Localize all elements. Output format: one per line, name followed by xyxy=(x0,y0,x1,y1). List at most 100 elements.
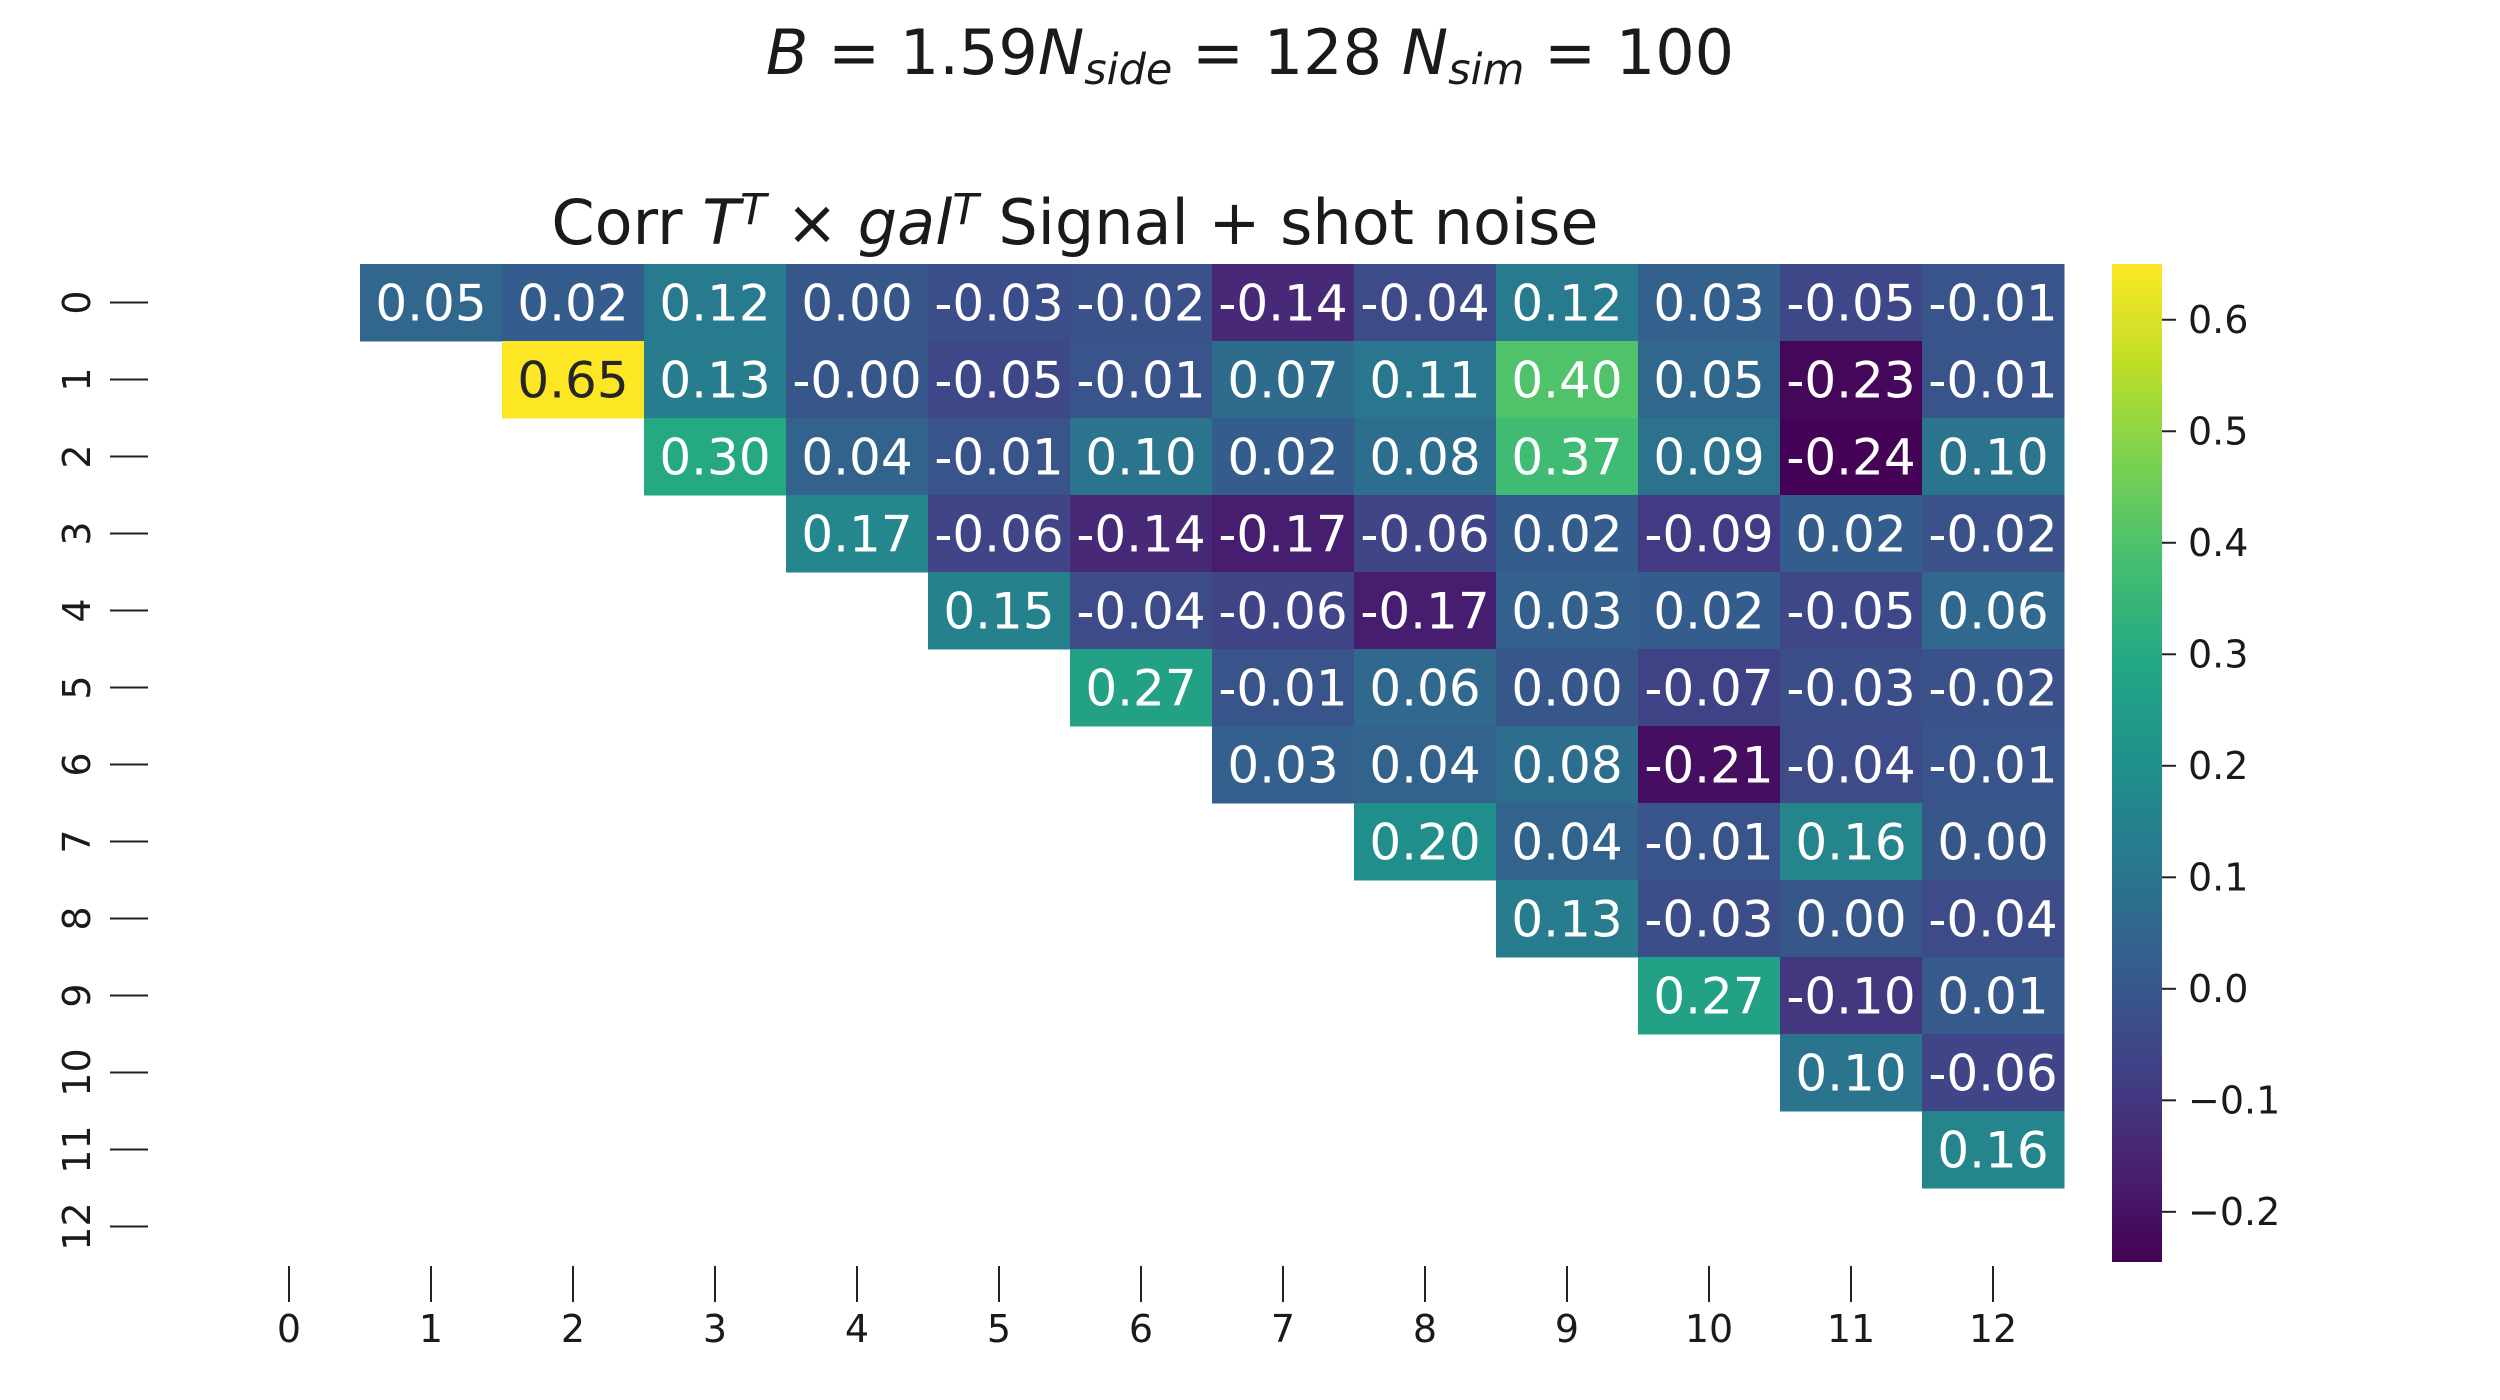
heatmap-cell-label: 0.06 xyxy=(1937,583,2048,641)
heatmap-cell-label: -0.01 xyxy=(1928,275,2057,333)
title-part: Signal + shot noise xyxy=(979,186,1599,259)
heatmap-cell xyxy=(1922,341,2065,419)
heatmap-cell-label: -0.14 xyxy=(1076,506,1205,564)
x-tick-label: 10 xyxy=(1685,1307,1733,1351)
y-tick-label: 6 xyxy=(55,752,99,776)
heatmap-cell-label: 0.37 xyxy=(1511,429,1622,487)
heatmap-cell-label: 0.00 xyxy=(1937,814,2048,872)
heatmap-cell-label: 0.08 xyxy=(1511,737,1622,795)
heatmap-cell xyxy=(928,341,1071,419)
title-part: B xyxy=(766,16,809,89)
y-tick-label: 8 xyxy=(55,906,99,930)
heatmap-cell-label: -0.05 xyxy=(1786,583,1915,641)
heatmap-cell xyxy=(1780,418,1923,496)
heatmap-cell xyxy=(1780,264,1923,342)
heatmap-cell-label: 0.03 xyxy=(1227,737,1338,795)
colorbar-tick-label: 0.3 xyxy=(2188,632,2248,676)
axes-title: Corr TT × galT Signal + shot noise xyxy=(551,185,1598,259)
heatmap-cell xyxy=(1638,726,1781,804)
heatmap-cell xyxy=(786,495,929,573)
heatmap-cell-label: 0.02 xyxy=(1653,583,1764,641)
x-tick-label: 6 xyxy=(1129,1307,1153,1351)
heatmap-cell xyxy=(928,495,1071,573)
y-tick-label: 7 xyxy=(55,829,99,853)
colorbar-tick-label: −0.2 xyxy=(2188,1190,2280,1234)
heatmap-cell-label: 0.00 xyxy=(801,275,912,333)
heatmap-cell-label: -0.03 xyxy=(1786,660,1915,718)
heatmap-cell-label: -0.04 xyxy=(1786,737,1915,795)
heatmap-cell xyxy=(1780,572,1923,650)
heatmap-cell xyxy=(1354,572,1497,650)
heatmap-cell-label: 0.15 xyxy=(943,583,1054,641)
heatmap-cell-label: 0.04 xyxy=(1511,814,1622,872)
heatmap-cell-label: 0.30 xyxy=(659,429,770,487)
heatmap-cell-label: -0.01 xyxy=(1928,352,2057,410)
heatmap-cells xyxy=(360,264,2065,1189)
heatmap-cell xyxy=(1354,418,1497,496)
heatmap-cell xyxy=(1212,418,1355,496)
heatmap-cell xyxy=(1496,572,1639,650)
y-tick-label: 11 xyxy=(55,1125,99,1173)
heatmap-cell-label: -0.09 xyxy=(1644,506,1773,564)
y-tick-label: 1 xyxy=(55,367,99,391)
colorbar-tick-label: 0.6 xyxy=(2188,298,2248,342)
heatmap-cell-label: -0.02 xyxy=(1928,660,2057,718)
heatmap-cell-label: -0.01 xyxy=(1218,660,1347,718)
heatmap-cell-labels: 0.05 0.02 0.12 0.00 -0.03 -0.02 -0.14 -0.04 0.12… xyxy=(375,275,2057,1180)
heatmap-cell xyxy=(1496,649,1639,727)
heatmap-cell-label: 0.16 xyxy=(1795,814,1906,872)
heatmap-cell-label: 0.00 xyxy=(1795,891,1906,949)
colorbar-tick-label: 0.0 xyxy=(2188,967,2248,1011)
heatmap-cell xyxy=(1070,341,1213,419)
x-tick-label: 5 xyxy=(987,1307,1011,1351)
figure-suptitle: B = 1.59Nside = 128 Nsim = 100 xyxy=(766,16,1734,95)
heatmap-cell-label: 0.65 xyxy=(517,352,628,410)
title-part: sim xyxy=(1448,45,1524,95)
title-part: gal xyxy=(858,186,953,259)
heatmap-cell-label: 0.07 xyxy=(1227,352,1338,410)
heatmap-cell xyxy=(1212,264,1355,342)
heatmap-cell xyxy=(644,341,787,419)
y-tick-label: 2 xyxy=(55,444,99,468)
heatmap-cell-label: -0.06 xyxy=(1360,506,1489,564)
heatmap-cell xyxy=(1354,726,1497,804)
heatmap-cell xyxy=(1922,264,2065,342)
x-tick-label: 12 xyxy=(1969,1307,2017,1351)
colorbar: 0.6 0.5 0.4 0.3 0.2 0.1 0.0 −0.1 −0.2 xyxy=(2112,264,2280,1262)
heatmap-cell-label: -0.02 xyxy=(1076,275,1205,333)
heatmap-cell-label: 0.10 xyxy=(1085,429,1196,487)
heatmap-cell xyxy=(1496,495,1639,573)
heatmap-cell-label: 0.16 xyxy=(1937,1122,2048,1180)
heatmap-cell-label: 0.04 xyxy=(801,429,912,487)
heatmap-cell xyxy=(1922,418,2065,496)
heatmap-cell xyxy=(1212,495,1355,573)
title-part: × xyxy=(766,186,857,259)
heatmap-cell xyxy=(1922,957,2065,1035)
heatmap-cell xyxy=(1922,1111,2065,1189)
y-tick-label: 0 xyxy=(55,290,99,314)
colorbar-gradient xyxy=(2112,264,2162,1262)
heatmap-cell-label: -0.21 xyxy=(1644,737,1773,795)
heatmap-cell xyxy=(1354,264,1497,342)
heatmap-cell-label: 0.02 xyxy=(1227,429,1338,487)
heatmap-cell xyxy=(1638,418,1781,496)
x-tick-label: 0 xyxy=(277,1307,301,1351)
x-tick-label: 2 xyxy=(561,1307,585,1351)
heatmap-cell-label: 0.12 xyxy=(659,275,770,333)
x-tick-label: 3 xyxy=(703,1307,727,1351)
heatmap-cell xyxy=(1070,572,1213,650)
heatmap-cell xyxy=(1780,880,1923,958)
y-tick-label: 3 xyxy=(55,521,99,545)
heatmap-cell xyxy=(1780,803,1923,881)
heatmap-cell-label: -0.01 xyxy=(1928,737,2057,795)
heatmap-cell-label: 0.01 xyxy=(1937,968,2048,1026)
x-tick-label: 9 xyxy=(1555,1307,1579,1351)
title-part: T xyxy=(952,185,982,235)
heatmap-cell xyxy=(1212,341,1355,419)
heatmap-cell xyxy=(1638,803,1781,881)
heatmap-cell-label: -0.23 xyxy=(1786,352,1915,410)
heatmap-cell xyxy=(502,264,645,342)
heatmap-cell xyxy=(1496,418,1639,496)
